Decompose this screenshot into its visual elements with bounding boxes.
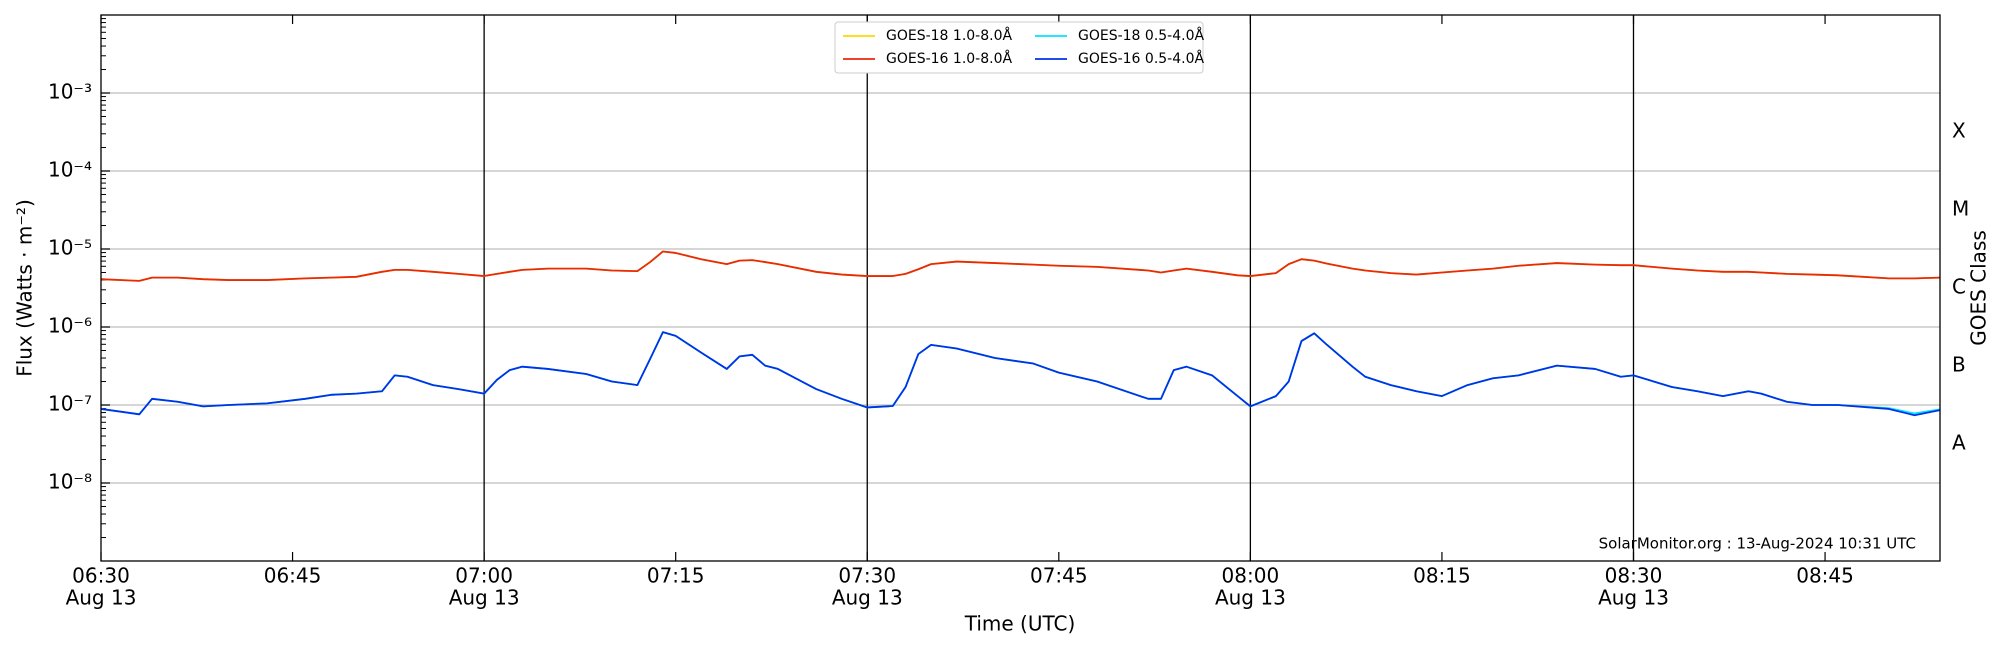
- x-tick-label: 06:45: [264, 564, 322, 588]
- y2-tick-label: B: [1952, 353, 1966, 377]
- series-line: [100, 331, 1941, 417]
- x-tick-date: Aug 13: [832, 586, 903, 610]
- x-tick-date: Aug 13: [449, 586, 520, 610]
- y-tick-label: 10⁻⁵: [48, 236, 92, 260]
- legend-label: GOES-16 0.5-4.0Å: [1078, 50, 1204, 67]
- x-tick-date: Aug 13: [1215, 586, 1286, 610]
- x-tick-date: Aug 13: [1598, 586, 1669, 610]
- legend-box: [834, 21, 1204, 74]
- y2-axis-label: GOES Class: [1967, 230, 1991, 346]
- x-tick-label: 07:00: [455, 564, 513, 588]
- y-tick-label: 10⁻⁴: [48, 158, 92, 182]
- x-tick-label: 08:45: [1796, 564, 1854, 588]
- y2-tick-label: A: [1952, 431, 1966, 455]
- x-tick-label: 07:45: [1030, 564, 1088, 588]
- y2-tick-label: M: [1952, 197, 1969, 221]
- y2-tick-label: X: [1952, 119, 1966, 143]
- x-tick-label: 07:15: [647, 564, 705, 588]
- y-tick-label: 10⁻⁶: [48, 314, 92, 338]
- y-axis-label: Flux (Watts · m⁻²): [13, 199, 37, 377]
- x-tick-label: 08:15: [1413, 564, 1471, 588]
- x-tick-label: 07:30: [838, 564, 896, 588]
- y-tick-label: 10⁻⁸: [48, 470, 92, 494]
- x-tick-label: 08:30: [1605, 564, 1663, 588]
- x-tick-label: 08:00: [1222, 564, 1280, 588]
- x-tick-date: Aug 13: [66, 586, 137, 610]
- legend-label: GOES-18 0.5-4.0Å: [1078, 27, 1204, 44]
- plot-frame: [100, 14, 1941, 562]
- legend-label: GOES-16 1.0-8.0Å: [886, 50, 1012, 67]
- x-axis-label: Time (UTC): [964, 612, 1076, 636]
- x-tick-label: 06:30: [72, 564, 130, 588]
- y-tick-label: 10⁻³: [48, 80, 92, 104]
- annotation: SolarMonitor.org : 13-Aug-2024 10:31 UTC: [1599, 535, 1916, 553]
- legend-label: GOES-18 1.0-8.0Å: [886, 27, 1012, 44]
- y-tick-label: 10⁻⁷: [48, 392, 92, 416]
- series-line: [100, 250, 1941, 282]
- y2-tick-label: C: [1952, 275, 1966, 299]
